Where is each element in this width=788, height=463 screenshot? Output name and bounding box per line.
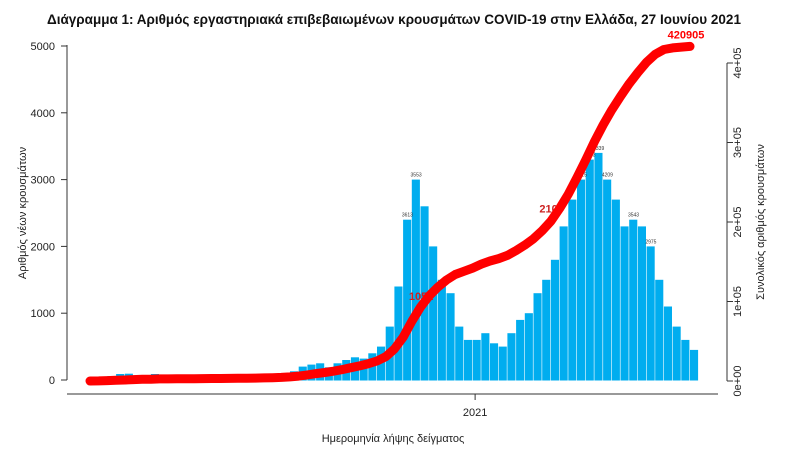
y2-tick-label: 0e+00	[732, 366, 744, 397]
y-tick-label: 3000	[31, 175, 55, 187]
bar	[655, 279, 664, 381]
bar	[524, 313, 533, 381]
y-axis-label: Αριθμός νέων κρουσμάτων	[17, 146, 29, 279]
bar	[498, 346, 507, 381]
annotations-over: 420905	[668, 29, 705, 41]
y2-tick-label: 1e+05	[732, 286, 744, 317]
bar	[629, 219, 638, 381]
bar	[446, 293, 455, 381]
bar	[542, 279, 551, 381]
bar	[620, 226, 629, 381]
x-axis-ticks: 2021	[463, 394, 487, 419]
bar	[594, 152, 603, 381]
bar	[568, 199, 577, 381]
right-axis-ticks: 0e+00 1e+05 2e+05 3e+05 4e+05	[727, 48, 744, 397]
y-tick-label: 1000	[31, 308, 55, 320]
bar	[681, 339, 690, 381]
bar	[611, 199, 620, 381]
data-label: 2975	[645, 239, 656, 245]
x-axis-label: Ημερομηνία λήψης δείγματος	[322, 433, 465, 445]
bar	[420, 206, 429, 381]
bar	[577, 179, 586, 381]
bar	[411, 179, 420, 381]
bar	[359, 358, 368, 381]
bar	[672, 326, 681, 381]
bar	[490, 343, 499, 381]
bar	[637, 226, 646, 381]
bar	[585, 159, 594, 381]
data-label: 4339	[593, 146, 604, 152]
data-label: 3613	[402, 213, 413, 219]
bar	[437, 279, 446, 381]
bar	[429, 246, 438, 381]
cumulative-line	[85, 41, 695, 386]
bar	[516, 319, 525, 381]
bar	[507, 333, 516, 381]
chart-title: Διάγραμμα 1: Αριθμός εργαστηριακά επιβεβ…	[47, 12, 741, 27]
y-tick-label: 5000	[31, 41, 55, 53]
data-label: 3553	[411, 173, 422, 179]
y-tick-label: 4000	[31, 108, 55, 120]
bar	[646, 246, 655, 381]
data-label: 3543	[628, 213, 639, 219]
bar	[603, 179, 612, 381]
annotation-label: 420905	[668, 29, 705, 41]
y-tick-label: 2000	[31, 241, 55, 253]
x-tick-label: 2021	[463, 407, 487, 419]
bar	[463, 339, 472, 381]
y-tick-label: 0	[49, 375, 55, 387]
bar	[455, 326, 464, 381]
bar	[394, 286, 403, 381]
bar	[472, 339, 481, 381]
y2-tick-label: 3e+05	[732, 127, 744, 158]
y2-tick-label: 2e+05	[732, 207, 744, 238]
data-label: 4209	[602, 173, 613, 179]
bar	[550, 259, 559, 381]
bar	[533, 293, 542, 381]
bar	[559, 226, 568, 381]
y2-tick-label: 4e+05	[732, 48, 744, 79]
bar	[663, 306, 672, 381]
bar	[403, 219, 412, 381]
bar	[481, 333, 490, 381]
left-axis-ticks: 0 1000 2000 3000 4000 5000	[31, 41, 67, 387]
y2-axis-label: Συνολικός αριθμός κρουσμάτων	[755, 144, 767, 300]
bar	[690, 349, 699, 381]
